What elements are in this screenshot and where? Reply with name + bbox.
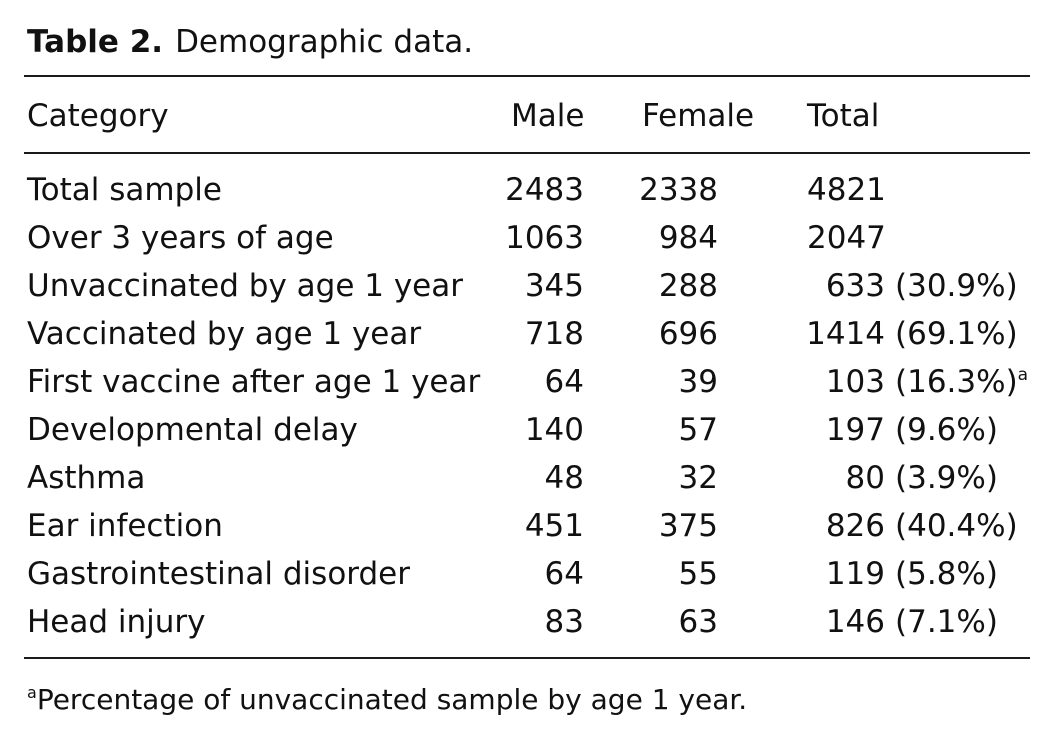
header-female: Female	[642, 98, 755, 134]
cell-female: 55	[678, 556, 718, 592]
bottom-rule	[24, 657, 1030, 659]
header-male: Male	[511, 98, 585, 134]
table-label: Table 2.	[27, 24, 164, 60]
cell-total: 119	[825, 556, 885, 592]
cell-total: 103	[825, 364, 885, 400]
cell-female: 2338	[639, 172, 718, 208]
table-row: Gastrointestinal disorder 64 55 119 (5.8%)	[0, 554, 1055, 594]
cell-total: 80	[845, 460, 885, 496]
cell-total-percent: (30.9%)	[895, 268, 1018, 304]
table-footnote: aPercentage of unvaccinated sample by ag…	[27, 680, 747, 720]
table-row: Total sample 2483 2338 4821	[0, 170, 1055, 210]
cell-category: First vaccine after age 1 year	[27, 364, 481, 400]
top-rule	[24, 75, 1030, 77]
footnote-marker: a	[27, 683, 37, 702]
cell-category: Head injury	[27, 604, 206, 640]
cell-male: 2483	[505, 172, 584, 208]
cell-total: 633	[825, 268, 885, 304]
cell-total: 826	[825, 508, 885, 544]
table-row: Unvaccinated by age 1 year 345 288 633 (30.9…	[0, 266, 1055, 306]
cell-category: Asthma	[27, 460, 146, 496]
cell-total: 146	[825, 604, 885, 640]
table-row: Developmental delay 140 57 197 (9.6%)	[0, 410, 1055, 450]
cell-category: Developmental delay	[27, 412, 358, 448]
cell-total-percent: (16.3%)	[895, 364, 1018, 400]
cell-male: 83	[544, 604, 584, 640]
cell-category: Unvaccinated by age 1 year	[27, 268, 463, 304]
table-row: Asthma 48 32 80 (3.9%)	[0, 458, 1055, 498]
header-rule	[24, 152, 1030, 154]
table-row: Vaccinated by age 1 year 718 696 1414 (69.1%…	[0, 314, 1055, 354]
header-total: Total	[807, 98, 880, 134]
table-row: Ear infection 451 375 826 (40.4%)	[0, 506, 1055, 546]
cell-male: 64	[544, 364, 584, 400]
cell-total: 197	[825, 412, 885, 448]
cell-total: 1414	[806, 316, 885, 352]
cell-male: 140	[524, 412, 584, 448]
cell-total-percent: (3.9%)	[895, 460, 998, 496]
cell-female: 63	[678, 604, 718, 640]
cell-total-percent: (40.4%)	[895, 508, 1018, 544]
cell-total-percent: (9.6%)	[895, 412, 998, 448]
cell-category: Over 3 years of age	[27, 220, 334, 256]
cell-total-percent-group: (16.3%)a	[895, 362, 1028, 402]
cell-female: 288	[658, 268, 718, 304]
cell-female: 375	[658, 508, 718, 544]
cell-female: 39	[678, 364, 718, 400]
cell-category: Total sample	[27, 172, 222, 208]
cell-total: 2047	[807, 220, 886, 256]
cell-category: Ear infection	[27, 508, 223, 544]
header-row: Category Male Female Total	[0, 96, 1055, 136]
cell-male: 64	[544, 556, 584, 592]
cell-total-percent: (7.1%)	[895, 604, 998, 640]
cell-female: 32	[678, 460, 718, 496]
cell-male: 48	[544, 460, 584, 496]
table-row: First vaccine after age 1 year 64 39 103 (16…	[0, 362, 1055, 402]
cell-male: 345	[524, 268, 584, 304]
footnote-text: Percentage of unvaccinated sample by age…	[36, 683, 748, 716]
table-title: Table 2. Demographic data.	[27, 22, 473, 62]
cell-female: 984	[658, 220, 718, 256]
cell-total-percent: (5.8%)	[895, 556, 998, 592]
cell-female: 57	[678, 412, 718, 448]
cell-female: 696	[658, 316, 718, 352]
cell-category: Gastrointestinal disorder	[27, 556, 410, 592]
table-row: Over 3 years of age 1063 984 2047	[0, 218, 1055, 258]
header-category: Category	[27, 98, 169, 134]
cell-male: 451	[524, 508, 584, 544]
cell-total-percent: (69.1%)	[895, 316, 1018, 352]
cell-category: Vaccinated by age 1 year	[27, 316, 422, 352]
cell-male: 718	[524, 316, 584, 352]
table-row: Head injury 83 63 146 (7.1%)	[0, 602, 1055, 642]
footnote-ref: a	[1017, 365, 1029, 385]
table-caption: Demographic data.	[175, 24, 474, 60]
cell-total: 4821	[807, 172, 886, 208]
cell-male: 1063	[505, 220, 584, 256]
